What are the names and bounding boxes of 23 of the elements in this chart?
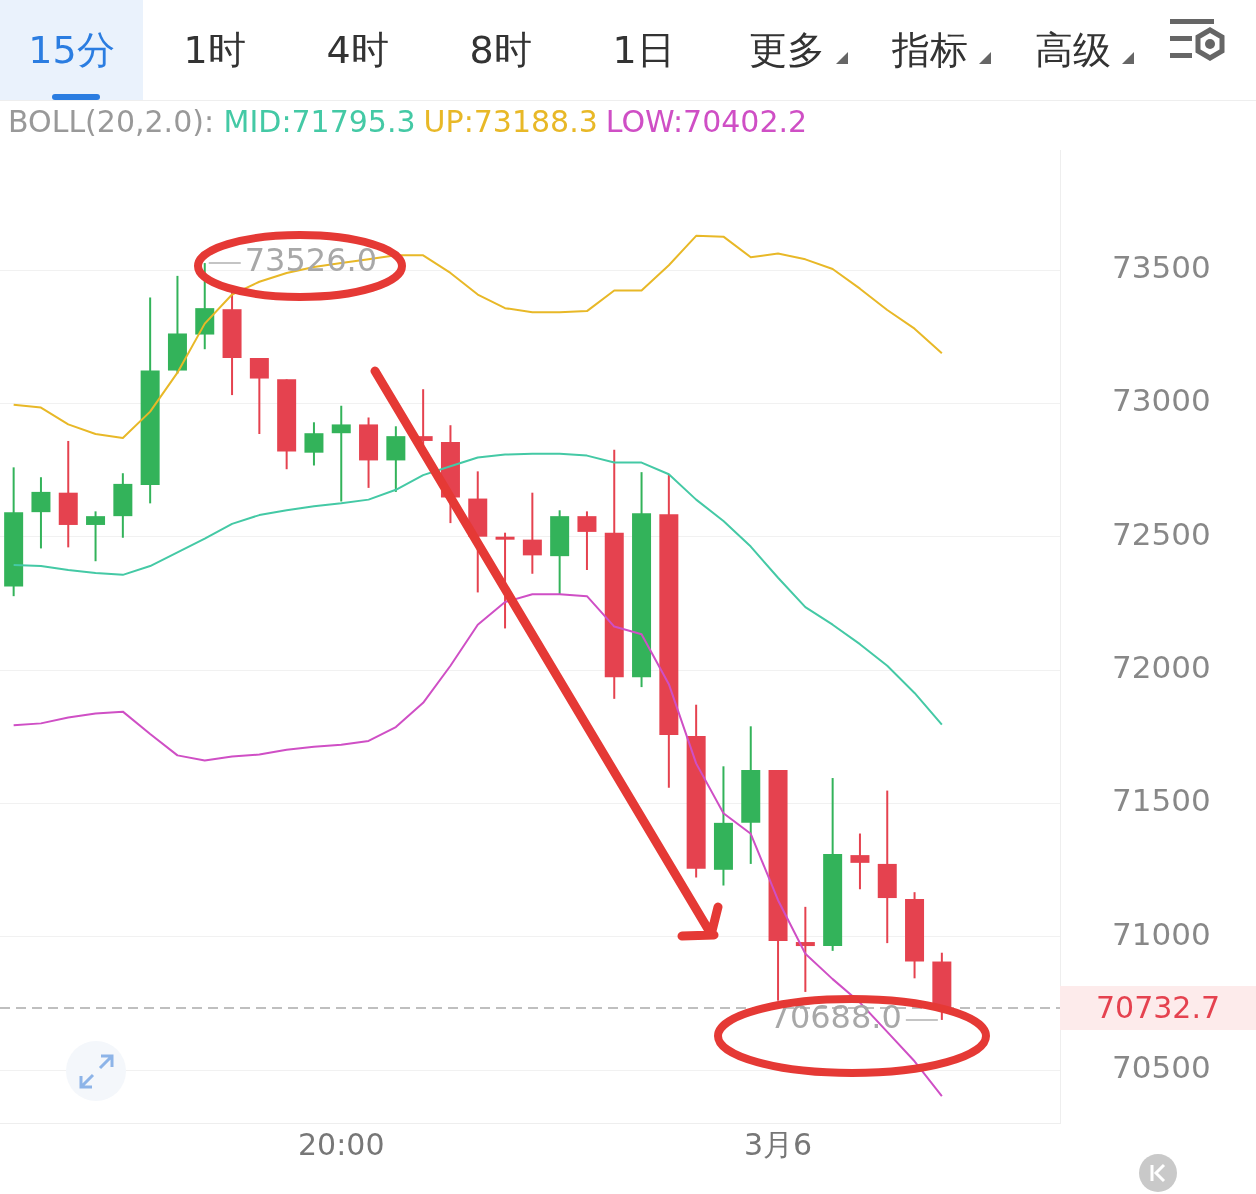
text: 指标 xyxy=(891,26,968,74)
ref-line-label: 70732.7 xyxy=(1095,989,1221,1025)
text: MID:71795.3 xyxy=(223,104,416,139)
text: 15分 xyxy=(28,26,115,74)
text: UP:73188.3 xyxy=(423,104,598,139)
legend-title: BOLL(20,2.0): xyxy=(8,104,216,139)
x-tick-label: 3月6 xyxy=(743,1127,813,1163)
candlestick xyxy=(331,405,351,502)
text: 8时 xyxy=(469,26,532,74)
text: 高级 xyxy=(1034,26,1111,74)
y-tick-label: 70500 xyxy=(1112,1049,1211,1086)
text: LOW:70402.2 xyxy=(605,104,808,139)
y-tick-label: 72000 xyxy=(1112,649,1211,686)
y-tick-label: 71000 xyxy=(1112,915,1211,952)
text: 1日 xyxy=(612,26,675,74)
text: 4时 xyxy=(326,26,389,74)
text: 1时 xyxy=(183,26,246,74)
y-tick-label: 73000 xyxy=(1112,382,1211,419)
x-tick-label: 20:00 xyxy=(298,1127,385,1163)
y-tick-label: 73500 xyxy=(1112,249,1211,286)
text: 更多 xyxy=(748,26,825,74)
y-tick-label: 71500 xyxy=(1112,782,1211,819)
y-tick-label: 72500 xyxy=(1112,515,1211,552)
